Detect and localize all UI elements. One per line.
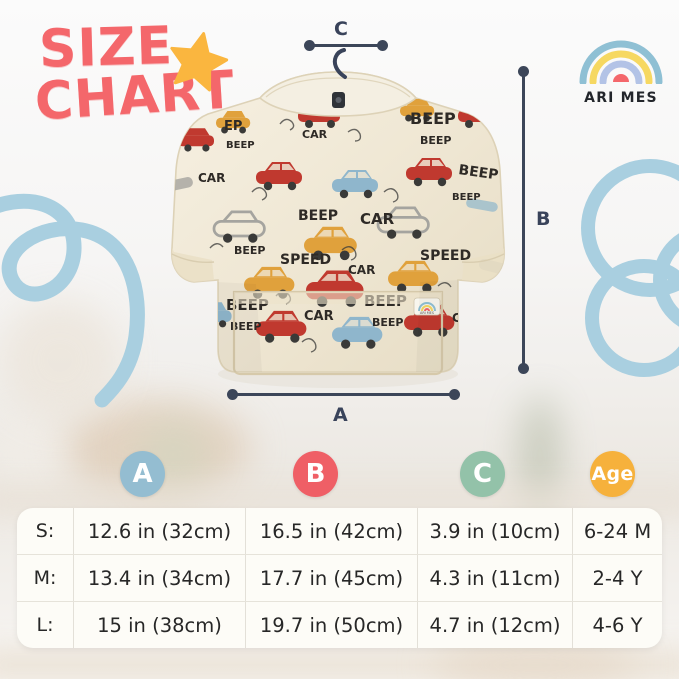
cell-a: 13.4 in (34cm) (73, 555, 245, 601)
size-table: S: 12.6 in (32cm) 16.5 in (42cm) 3.9 in … (17, 508, 662, 648)
cell-c: 4.3 in (11cm) (417, 555, 572, 601)
svg-text:BEEP: BEEP (482, 292, 513, 305)
table-row: L: 15 in (38cm) 19.7 in (50cm) 4.7 in (1… (17, 601, 662, 648)
decor-swirl-right (566, 128, 679, 418)
measurement-line-b (522, 71, 525, 368)
product-image-bib: EP BEEP CAR BEEP BEEP CAR BEEP CAR BEEP … (152, 52, 524, 394)
table-row: M: 13.4 in (34cm) 17.7 in (45cm) 4.3 in … (17, 554, 662, 601)
measurement-endpoint-dot (518, 363, 529, 374)
column-badge-a-label: A (132, 459, 153, 489)
measurement-label-b: B (536, 208, 551, 230)
cell-age: 6-24 M (572, 508, 662, 554)
row-size-label: M: (33, 567, 57, 589)
table-row: S: 12.6 in (32cm) 16.5 in (42cm) 3.9 in … (17, 508, 662, 554)
measurement-label-a: A (333, 404, 348, 426)
measurement-label-c: C (334, 18, 348, 40)
column-badge-age-label: Age (591, 463, 634, 485)
star-icon (162, 24, 233, 95)
svg-text:BEEP: BEEP (230, 320, 261, 333)
svg-text:BEEP: BEEP (298, 208, 338, 224)
cell-c: 3.9 in (10cm) (417, 508, 572, 554)
column-badge-b-label: B (305, 459, 326, 489)
svg-text:BEEP: BEEP (372, 316, 403, 329)
svg-text:CAR: CAR (304, 309, 334, 324)
rainbow-icon (579, 40, 663, 86)
cell-age: 2-4 Y (572, 555, 662, 601)
cell-c: 4.7 in (12cm) (417, 602, 572, 648)
cell-a: 15 in (38cm) (73, 602, 245, 648)
svg-text:CAR: CAR (348, 263, 375, 277)
cell-b: 17.7 in (45cm) (245, 555, 417, 601)
measurement-endpoint-dot (449, 389, 460, 400)
background-blur-blob (0, 415, 70, 495)
svg-text:BEEP: BEEP (234, 244, 265, 257)
cell-b: 16.5 in (42cm) (245, 508, 417, 554)
svg-text:CAR: CAR (360, 210, 395, 228)
measurement-line-a (232, 393, 454, 396)
brand-name: ARI MES (584, 90, 658, 106)
svg-text:SPEED: SPEED (420, 248, 471, 264)
svg-text:EP: EP (224, 119, 242, 134)
svg-text:BEEP: BEEP (420, 134, 451, 147)
svg-text:BEEP: BEEP (410, 109, 456, 128)
measurement-endpoint-dot (377, 40, 388, 51)
cell-b: 19.7 in (50cm) (245, 602, 417, 648)
svg-text:BEEP: BEEP (226, 140, 255, 151)
svg-text:CAR: CAR (198, 171, 225, 185)
cell-age: 4-6 Y (572, 602, 662, 648)
column-badge-age: Age (590, 451, 635, 497)
svg-text:BEEP: BEEP (457, 162, 499, 183)
row-size-label: S: (35, 520, 55, 542)
brand-logo: ARI MES (574, 26, 668, 106)
svg-text:ARI MES: ARI MES (420, 311, 434, 315)
row-size-label: L: (36, 614, 54, 636)
hanger-hook-icon (330, 48, 352, 79)
column-badge-c-label: C (472, 459, 493, 489)
cell-a: 12.6 in (32cm) (73, 508, 245, 554)
svg-text:CAR: CAR (302, 128, 328, 141)
measurement-line-c (309, 44, 383, 47)
decor-swirl-left (0, 168, 165, 408)
column-badge-b: B (293, 451, 338, 497)
svg-text:SPEED: SPEED (280, 252, 331, 268)
column-badge-c: C (460, 451, 505, 497)
svg-text:BEEP: BEEP (188, 288, 217, 299)
svg-text:BEEP: BEEP (452, 192, 481, 203)
column-badge-a: A (120, 451, 165, 497)
